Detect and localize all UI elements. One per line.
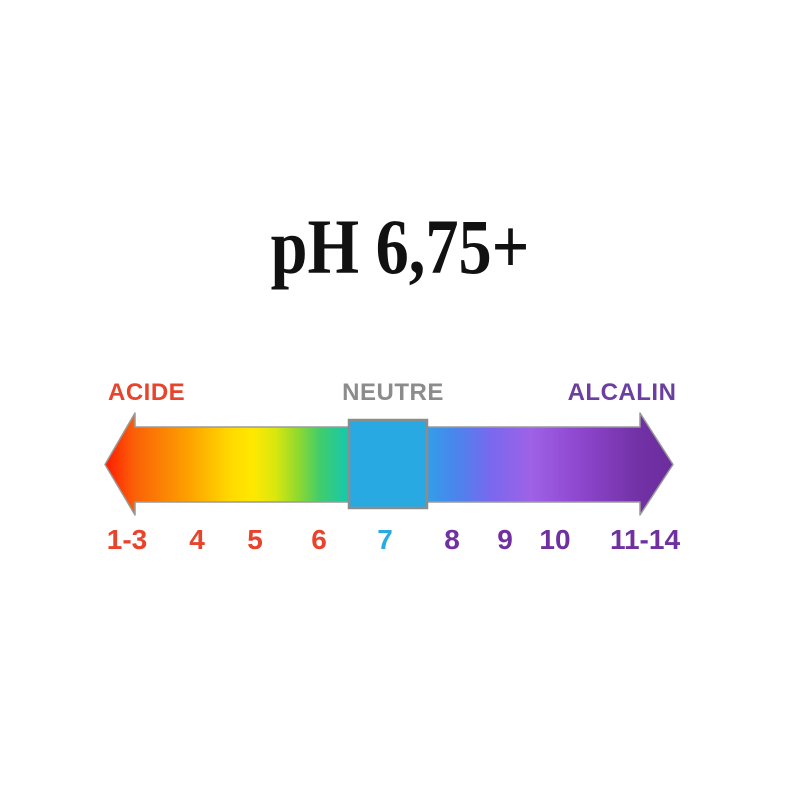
tick-11-14: 11-14 bbox=[609, 524, 681, 555]
neutral-box bbox=[347, 418, 429, 510]
ph-gradient-arrow bbox=[104, 412, 674, 516]
acid-zone-label: ACIDE bbox=[108, 379, 186, 406]
tick-10: 10 bbox=[539, 524, 571, 555]
tick-6: 6 bbox=[311, 524, 327, 555]
alkaline-zone-label: ALCALIN bbox=[567, 379, 677, 406]
page-title: pH 6,75+ bbox=[270, 203, 530, 290]
tick-8: 8 bbox=[444, 524, 460, 555]
tick-5: 5 bbox=[247, 524, 263, 555]
tick-4: 4 bbox=[189, 524, 205, 555]
tick-9: 9 bbox=[497, 524, 513, 555]
neutral-zone-label: NEUTRE bbox=[342, 379, 444, 406]
tick-1-3: 1-3 bbox=[106, 524, 148, 555]
tick-7: 7 bbox=[377, 524, 393, 555]
